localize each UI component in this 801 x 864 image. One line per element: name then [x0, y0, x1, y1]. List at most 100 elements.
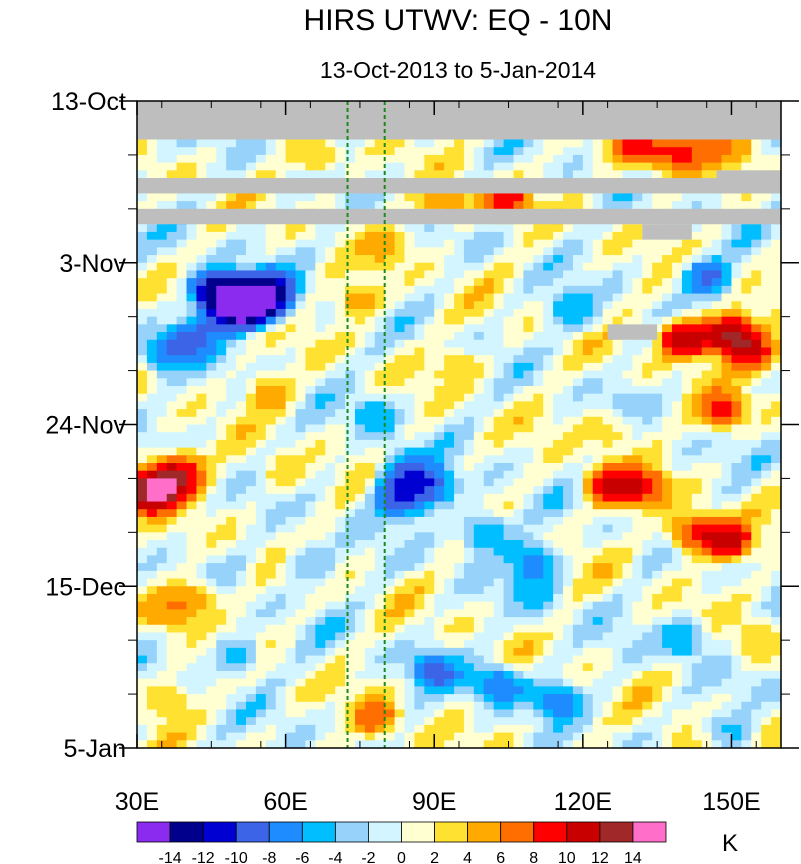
- heatmap-cell: [771, 355, 782, 364]
- heatmap-cell: [771, 247, 782, 256]
- heatmap-cell: [731, 424, 742, 433]
- heatmap-cell: [454, 663, 465, 672]
- heatmap-cell: [255, 640, 267, 649]
- heatmap-cell: [137, 401, 148, 410]
- heatmap-cell: [632, 193, 643, 202]
- heatmap-cell: [731, 270, 742, 279]
- heatmap-cell: [285, 324, 297, 333]
- heatmap-cell: [771, 663, 782, 672]
- heatmap-cell: [612, 678, 624, 687]
- heatmap-cell: [414, 201, 425, 210]
- heatmap-cell: [751, 432, 762, 441]
- heatmap-cell: [463, 670, 475, 680]
- heatmap-cell: [681, 601, 693, 610]
- heatmap-cell: [176, 347, 188, 356]
- heatmap-cell: [295, 362, 307, 372]
- heatmap-cell: [325, 609, 336, 618]
- heatmap-cell: [523, 455, 534, 464]
- heatmap-cell: [701, 347, 713, 356]
- heatmap-cell: [424, 609, 435, 618]
- heatmap-cell: [731, 301, 742, 310]
- heatmap-cell: [315, 139, 326, 148]
- heatmap-cell: [473, 640, 485, 649]
- heatmap-cell: [563, 239, 574, 248]
- heatmap-cell: [493, 586, 505, 595]
- heatmap-cell: [335, 162, 346, 171]
- heatmap-cell: [473, 393, 485, 402]
- heatmap-cell: [414, 678, 425, 687]
- heatmap-cell: [681, 201, 693, 210]
- heatmap-cell: [592, 563, 604, 572]
- heatmap-cell: [612, 347, 624, 356]
- heatmap-cell: [226, 686, 237, 695]
- heatmap-cell: [354, 493, 366, 503]
- heatmap-cell: [771, 285, 782, 295]
- heatmap-cell: [463, 193, 475, 202]
- heatmap-cell: [166, 493, 178, 503]
- heatmap-cell: [602, 640, 614, 649]
- heatmap-cell: [493, 255, 505, 264]
- heatmap-cell: [503, 655, 515, 664]
- heatmap-cell: [295, 193, 307, 202]
- heatmap-cell: [592, 378, 604, 387]
- heatmap-cell: [325, 378, 336, 387]
- heatmap-cell: [602, 239, 614, 248]
- heatmap-cell: [711, 501, 723, 510]
- heatmap-cell: [572, 439, 584, 449]
- heatmap-cell: [156, 139, 168, 148]
- heatmap-cell: [652, 301, 663, 310]
- heatmap-cell: [473, 447, 485, 456]
- heatmap-cell: [295, 239, 307, 248]
- heatmap-cell: [602, 416, 614, 426]
- heatmap-cell: [622, 686, 633, 695]
- heatmap-cell: [513, 370, 524, 379]
- heatmap-cell: [632, 262, 643, 272]
- heatmap-cell: [166, 609, 178, 618]
- heatmap-cell: [563, 570, 574, 580]
- heatmap-cell: [414, 663, 425, 672]
- heatmap-cell: [642, 439, 653, 449]
- heatmap-cell: [533, 439, 544, 449]
- heatmap-cell: [503, 301, 515, 310]
- heatmap-cell: [523, 378, 534, 387]
- heatmap-cell: [196, 347, 207, 356]
- heatmap-cell: [285, 463, 297, 472]
- heatmap-cell: [771, 370, 782, 379]
- heatmap-cell: [454, 362, 465, 372]
- heatmap-cell: [186, 632, 198, 641]
- heatmap-cell: [483, 201, 495, 210]
- heatmap-cell: [483, 139, 495, 148]
- heatmap-cell: [642, 139, 653, 148]
- heatmap-cell: [146, 663, 158, 672]
- heatmap-cell: [434, 624, 445, 634]
- heatmap-cell: [602, 432, 614, 441]
- heatmap-cell: [364, 170, 376, 179]
- heatmap-cell: [394, 147, 406, 156]
- heatmap-cell: [335, 139, 346, 148]
- heatmap-cell: [206, 632, 217, 641]
- heatmap-cell: [473, 270, 485, 279]
- heatmap-cell: [146, 154, 158, 164]
- heatmap-cell: [265, 385, 277, 395]
- heatmap-cell: [454, 224, 465, 233]
- heatmap-cell: [701, 255, 713, 264]
- heatmap-cell: [255, 609, 267, 618]
- heatmap-cell: [374, 324, 386, 333]
- heatmap-cell: [483, 239, 495, 248]
- heatmap-cell: [315, 439, 326, 449]
- heatmap-cell: [672, 247, 683, 256]
- heatmap-cell: [701, 516, 713, 526]
- heatmap-cell: [354, 663, 366, 672]
- heatmap-cell: [493, 339, 505, 349]
- heatmap-cell: [176, 540, 188, 549]
- heatmap-cell: [483, 586, 495, 595]
- heatmap-cell: [672, 670, 683, 680]
- heatmap-cell: [741, 224, 752, 233]
- heatmap-cell: [434, 655, 445, 664]
- heatmap-cell: [662, 678, 673, 687]
- heatmap-cell: [751, 393, 762, 402]
- heatmap-cell: [572, 316, 584, 325]
- heatmap-cell: [751, 578, 762, 587]
- heatmap-cell: [543, 455, 554, 464]
- heatmap-cell: [721, 547, 733, 557]
